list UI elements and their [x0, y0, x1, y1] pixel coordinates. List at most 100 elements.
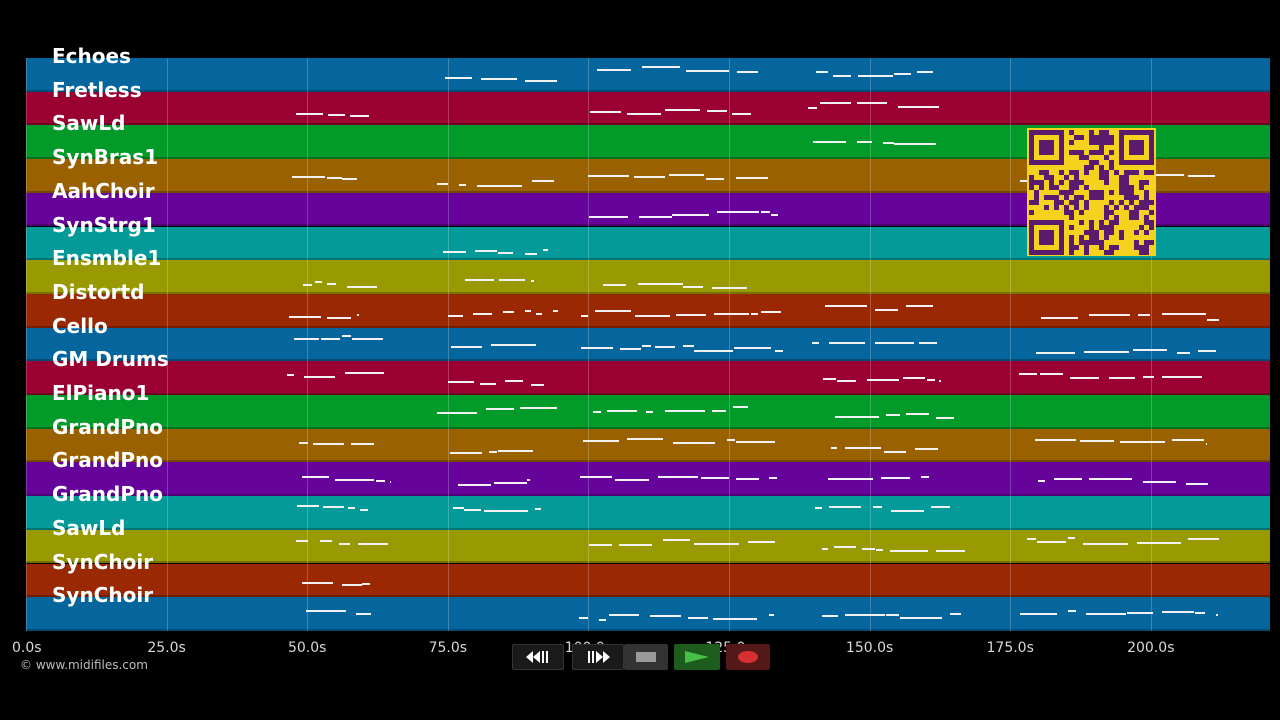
midi-note [916, 70, 933, 73]
midi-note [357, 313, 360, 316]
midi-note [687, 616, 708, 619]
midi-note [828, 342, 865, 345]
midi-note [893, 73, 911, 75]
midi-note [443, 251, 467, 254]
midi-note [1036, 541, 1066, 544]
midi-note [693, 349, 734, 352]
midi-note [1177, 351, 1190, 354]
track-lane[interactable] [26, 361, 1270, 395]
midi-note [820, 101, 852, 104]
midi-note [345, 372, 384, 375]
track-label: GrandPno [52, 482, 163, 507]
midi-note [327, 177, 342, 180]
midi-note [390, 481, 391, 484]
midi-note [1040, 317, 1079, 320]
midi-note [486, 407, 514, 410]
midi-note [530, 384, 545, 387]
midi-note [890, 509, 924, 512]
midi-note [761, 311, 782, 314]
track-lane[interactable] [26, 91, 1270, 126]
track-lane[interactable] [26, 58, 1270, 92]
track-label: GrandPno [52, 448, 163, 473]
midi-note [1216, 614, 1218, 617]
midi-note [342, 335, 351, 338]
track-lane[interactable] [26, 293, 1270, 328]
track-lane[interactable] [26, 529, 1270, 564]
midi-note [543, 248, 548, 251]
midi-note [589, 543, 612, 546]
midi-note [1108, 377, 1135, 380]
time-tick-label: 75.0s [428, 640, 468, 656]
track-lane[interactable] [26, 496, 1270, 530]
midi-note [1039, 373, 1064, 376]
track-lane[interactable] [26, 563, 1270, 598]
time-gridline [26, 58, 27, 631]
midi-note [301, 581, 334, 584]
midi-note [676, 314, 706, 317]
midi-note [1162, 610, 1195, 613]
midi-note [682, 345, 694, 348]
midi-note [287, 374, 295, 377]
midi-note [717, 210, 760, 213]
track-lane[interactable] [26, 597, 1270, 631]
midi-note [641, 66, 680, 69]
midi-note [657, 475, 699, 478]
midi-note [491, 344, 536, 347]
midi-note [736, 477, 759, 480]
stop-icon [636, 652, 656, 662]
midi-note [626, 437, 663, 440]
qr-code-icon[interactable] [1027, 128, 1156, 256]
midi-note [581, 347, 613, 350]
midi-note [637, 283, 683, 286]
midi-note [520, 407, 558, 410]
time-tick-label: 50.0s [287, 640, 327, 656]
fast-forward-button[interactable] [572, 644, 624, 670]
rewind-button[interactable] [512, 644, 564, 670]
midi-note [837, 380, 857, 383]
track-lane[interactable] [26, 395, 1270, 429]
record-button[interactable] [726, 644, 770, 670]
midi-note [339, 542, 351, 545]
midi-note [498, 252, 514, 255]
midi-note [326, 317, 351, 320]
track-label: Cello [52, 313, 108, 338]
track-lane[interactable] [26, 260, 1270, 294]
midi-note [327, 113, 346, 116]
track-lane[interactable] [26, 428, 1270, 463]
midi-note [823, 377, 836, 380]
midi-note [1162, 375, 1203, 378]
midi-note [726, 438, 736, 441]
midi-note [497, 450, 533, 453]
midi-note [920, 475, 929, 478]
track-lane[interactable] [26, 462, 1270, 497]
midi-note [881, 476, 910, 479]
midi-note [1089, 314, 1130, 317]
midi-note [342, 583, 362, 586]
midi-note [835, 415, 879, 418]
midi-note [1068, 537, 1075, 540]
play-button[interactable] [674, 644, 720, 670]
track-label: AahChoir [52, 178, 155, 203]
midi-note [1142, 375, 1154, 378]
midi-note [1082, 542, 1128, 545]
midi-note [614, 478, 650, 481]
midi-note [706, 109, 727, 112]
midi-note [872, 506, 882, 509]
time-gridline [869, 58, 871, 631]
midi-note [1186, 483, 1209, 486]
track-label: GrandPno [52, 414, 163, 439]
midi-note [812, 140, 847, 143]
midi-note [665, 109, 700, 112]
track-lane[interactable] [26, 327, 1270, 362]
stop-button[interactable] [624, 644, 668, 670]
midi-note [683, 286, 704, 289]
midi-note [306, 610, 347, 613]
midi-note [1148, 174, 1185, 177]
midi-note [886, 613, 899, 616]
midi-note [824, 304, 868, 307]
time-gridline [1150, 58, 1152, 631]
midi-note [884, 451, 907, 454]
midi-note [662, 538, 691, 541]
midi-note [535, 507, 541, 510]
track-label: GM Drums [52, 347, 169, 372]
